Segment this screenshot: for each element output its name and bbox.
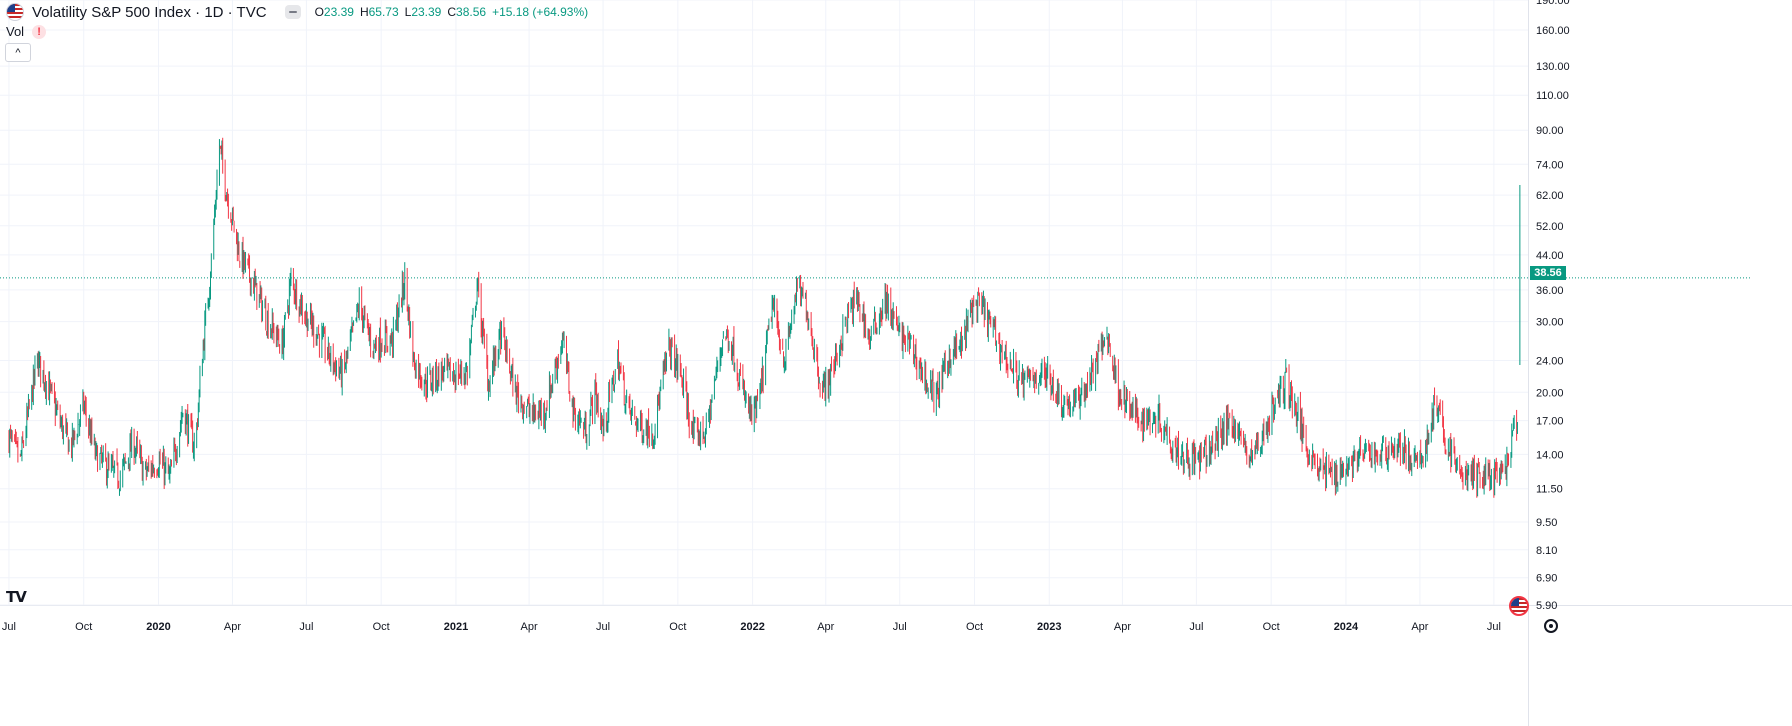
y-tick-label: 62.00 [1536, 190, 1564, 202]
x-tick-label: Jul [1487, 621, 1501, 633]
change-value: +15.18 (+64.93%) [492, 5, 589, 19]
y-tick-label: 24.00 [1536, 356, 1564, 368]
y-tick-label: 17.00 [1536, 416, 1564, 428]
x-tick-label: Jul [1189, 621, 1203, 633]
x-tick-label: Oct [373, 621, 390, 633]
x-tick-label: Jul [2, 621, 16, 633]
x-tick-label: Oct [966, 621, 983, 633]
volume-label: Vol [6, 24, 25, 39]
y-tick-label: 74.00 [1536, 159, 1564, 171]
close-value: 38.56 [456, 5, 487, 19]
x-tick-label: Apr [521, 621, 538, 633]
close-label: C [447, 5, 457, 19]
price-axis: 5.90 6.90 8.10 9.50 11.50 14.00 17.00 20.00 24.0… [1536, 0, 1570, 612]
x-tick-label: 2022 [740, 621, 764, 633]
ohlc-values: O23.39 H65.73 L23.39 C38.56 +15.18 (+64.… [315, 5, 589, 19]
y-tick-label: 110.00 [1536, 90, 1569, 102]
x-tick-label: Jul [299, 621, 313, 633]
y-tick-label: 90.00 [1536, 125, 1564, 137]
chevron-up-icon: ^ [15, 46, 21, 59]
x-tick-label: Jul [893, 621, 907, 633]
y-tick-label: 160.00 [1536, 25, 1570, 37]
y-tick-label: 6.90 [1536, 573, 1557, 585]
us-flag-icon[interactable] [1509, 596, 1529, 616]
x-tick-label: 2020 [146, 621, 170, 633]
high-value: 65.73 [368, 5, 399, 19]
tradingview-logo[interactable]: TV [6, 588, 27, 606]
low-value: 23.39 [411, 5, 442, 19]
volume-indicator[interactable]: Vol ! [6, 24, 47, 39]
x-tick-label: Oct [669, 621, 686, 633]
last-price-label: 38.56 [1530, 266, 1566, 280]
y-tick-label: 20.00 [1536, 387, 1564, 399]
eye-off-icon[interactable] [284, 5, 301, 19]
y-tick-label: 130.00 [1536, 61, 1570, 73]
x-tick-label: Apr [1411, 621, 1428, 633]
y-tick-label: 30.00 [1536, 317, 1564, 329]
x-tick-label: Apr [817, 621, 834, 633]
symbol-title[interactable]: Volatility S&P 500 Index · 1D · TVC [32, 3, 267, 21]
chart-legend: Volatility S&P 500 Index · 1D · TVC O23.… [6, 2, 588, 22]
y-tick-label: 44.00 [1536, 250, 1564, 262]
x-tick-label: Apr [1114, 621, 1131, 633]
low-label: L [404, 5, 412, 19]
y-tick-label: 14.00 [1536, 449, 1564, 461]
y-tick-label: 9.50 [1536, 517, 1557, 529]
x-tick-label: Oct [75, 621, 92, 633]
open-label: O [314, 5, 324, 19]
y-tick-label: 11.50 [1536, 484, 1563, 496]
open-value: 23.39 [323, 5, 354, 19]
high-label: H [359, 5, 369, 19]
y-tick-label: 190.00 [1536, 0, 1570, 7]
x-tick-label: 2021 [444, 621, 468, 633]
x-tick-label: 2023 [1037, 621, 1061, 633]
x-tick-label: Jul [596, 621, 610, 633]
x-tick-label: Apr [224, 621, 241, 633]
y-tick-label: 8.10 [1536, 545, 1557, 557]
time-axis: Jul Oct 2020 Apr Jul Oct 2021 Apr Jul Oct 2022 Apr J… [2, 621, 1501, 633]
gear-icon[interactable] [1544, 619, 1558, 633]
candles [8, 137, 1521, 498]
warning-icon[interactable]: ! [32, 24, 47, 39]
y-tick-label: 52.00 [1536, 221, 1564, 233]
us-flag-icon [6, 3, 24, 21]
collapse-button[interactable]: ^ [5, 43, 31, 62]
y-tick-label: 5.90 [1536, 600, 1557, 612]
x-tick-label: 2024 [1334, 621, 1359, 633]
x-tick-label: Oct [1263, 621, 1280, 633]
y-tick-label: 36.00 [1536, 285, 1564, 297]
